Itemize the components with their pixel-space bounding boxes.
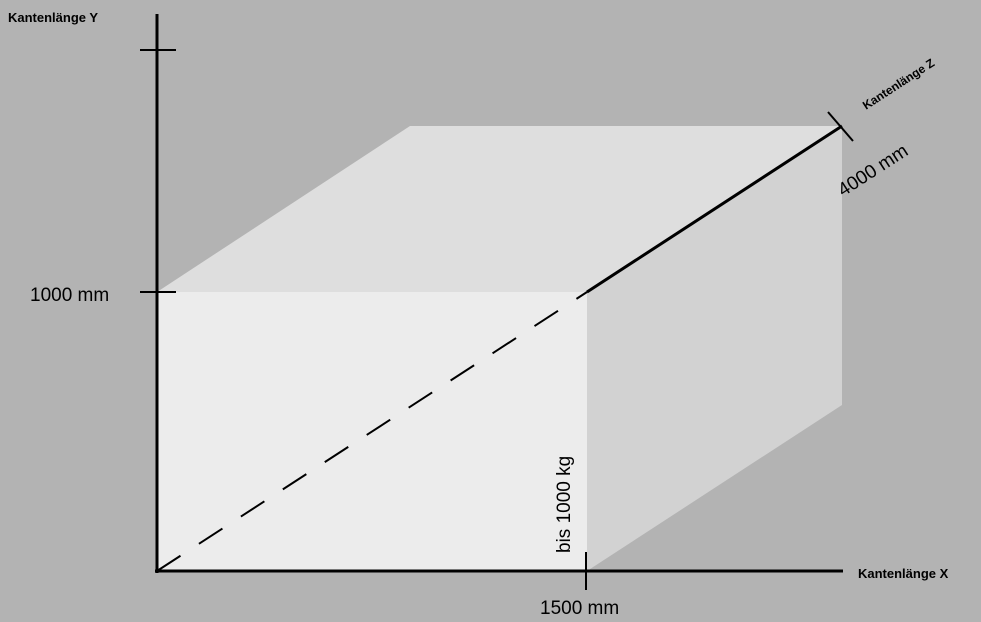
z-dimension-label: 4000 mm [834,140,912,201]
box-side-face [587,126,842,571]
x-dimension-label: 1500 mm [540,598,619,619]
x-axis-name: Kantenlänge X [858,566,949,581]
z-axis-line [586,124,843,294]
box-top-face [157,126,842,292]
z-dimension-tick [827,111,854,142]
y-axis-name: Kantenlänge Y [8,10,98,25]
y-dimension-label: 1000 mm [30,285,109,306]
hidden-depth-edge [156,291,588,572]
load-capacity-label: bis 1000 kg [554,456,575,553]
z-axis-name: Kantenlänge Z [860,56,937,113]
